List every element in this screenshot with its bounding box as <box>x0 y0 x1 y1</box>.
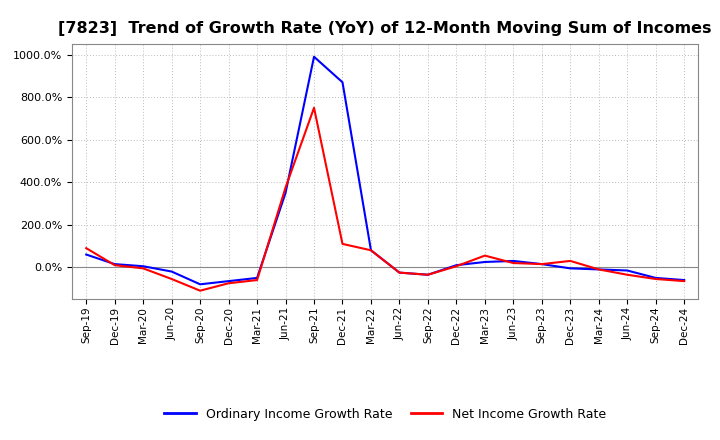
Ordinary Income Growth Rate <box>253 275 261 281</box>
Ordinary Income Growth Rate <box>139 264 148 269</box>
Ordinary Income Growth Rate <box>82 252 91 257</box>
Net Income Growth Rate <box>139 266 148 271</box>
Ordinary Income Growth Rate <box>480 259 489 264</box>
Net Income Growth Rate <box>566 258 575 264</box>
Net Income Growth Rate <box>338 241 347 246</box>
Line: Ordinary Income Growth Rate: Ordinary Income Growth Rate <box>86 57 684 284</box>
Ordinary Income Growth Rate <box>680 278 688 283</box>
Ordinary Income Growth Rate <box>509 258 518 264</box>
Net Income Growth Rate <box>680 279 688 284</box>
Net Income Growth Rate <box>395 270 404 275</box>
Net Income Growth Rate <box>537 261 546 267</box>
Legend: Ordinary Income Growth Rate, Net Income Growth Rate: Ordinary Income Growth Rate, Net Income … <box>159 403 611 425</box>
Ordinary Income Growth Rate <box>537 261 546 267</box>
Ordinary Income Growth Rate <box>366 248 375 253</box>
Line: Net Income Growth Rate: Net Income Growth Rate <box>86 108 684 291</box>
Net Income Growth Rate <box>423 272 432 277</box>
Ordinary Income Growth Rate <box>423 272 432 277</box>
Ordinary Income Growth Rate <box>310 54 318 59</box>
Net Income Growth Rate <box>196 288 204 293</box>
Ordinary Income Growth Rate <box>338 80 347 85</box>
Net Income Growth Rate <box>366 248 375 253</box>
Ordinary Income Growth Rate <box>452 263 461 268</box>
Net Income Growth Rate <box>310 105 318 110</box>
Net Income Growth Rate <box>595 267 603 272</box>
Net Income Growth Rate <box>282 185 290 190</box>
Ordinary Income Growth Rate <box>225 279 233 284</box>
Net Income Growth Rate <box>253 278 261 283</box>
Ordinary Income Growth Rate <box>652 275 660 281</box>
Ordinary Income Growth Rate <box>282 190 290 195</box>
Net Income Growth Rate <box>225 281 233 286</box>
Ordinary Income Growth Rate <box>196 282 204 287</box>
Net Income Growth Rate <box>167 276 176 282</box>
Ordinary Income Growth Rate <box>566 266 575 271</box>
Ordinary Income Growth Rate <box>395 270 404 275</box>
Net Income Growth Rate <box>652 276 660 282</box>
Net Income Growth Rate <box>82 246 91 251</box>
Ordinary Income Growth Rate <box>110 261 119 267</box>
Net Income Growth Rate <box>480 253 489 258</box>
Net Income Growth Rate <box>623 272 631 277</box>
Ordinary Income Growth Rate <box>167 269 176 274</box>
Net Income Growth Rate <box>452 264 461 269</box>
Ordinary Income Growth Rate <box>623 268 631 273</box>
Net Income Growth Rate <box>110 263 119 268</box>
Ordinary Income Growth Rate <box>595 267 603 272</box>
Title: [7823]  Trend of Growth Rate (YoY) of 12-Month Moving Sum of Incomes: [7823] Trend of Growth Rate (YoY) of 12-… <box>58 21 712 36</box>
Net Income Growth Rate <box>509 260 518 266</box>
